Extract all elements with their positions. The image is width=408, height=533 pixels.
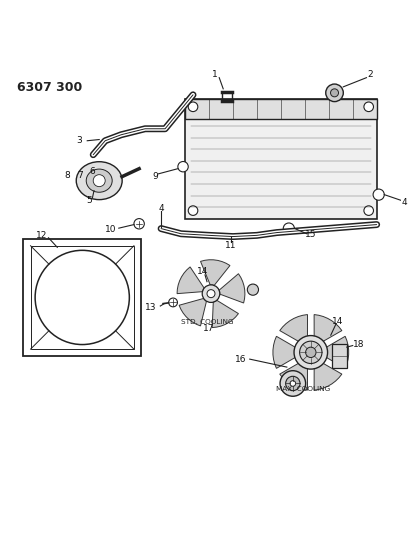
Text: 14: 14 — [197, 267, 209, 276]
Circle shape — [283, 223, 295, 234]
Circle shape — [290, 381, 296, 386]
Circle shape — [364, 206, 373, 215]
Text: 18: 18 — [353, 340, 364, 349]
Text: MAX. COOLING: MAX. COOLING — [276, 386, 330, 392]
Circle shape — [202, 285, 220, 302]
Text: 7: 7 — [77, 171, 82, 180]
Text: 6307 300: 6307 300 — [18, 81, 82, 94]
Circle shape — [330, 89, 339, 97]
Polygon shape — [280, 361, 308, 390]
Polygon shape — [314, 361, 342, 390]
Circle shape — [169, 298, 177, 307]
Circle shape — [178, 161, 188, 172]
Text: 1: 1 — [212, 70, 218, 79]
Text: 10: 10 — [105, 225, 117, 234]
Circle shape — [299, 341, 322, 364]
Text: 17: 17 — [203, 324, 215, 333]
Polygon shape — [177, 267, 204, 294]
Text: 14: 14 — [332, 317, 343, 326]
Circle shape — [286, 376, 300, 391]
Text: STD. COOLING: STD. COOLING — [181, 319, 233, 325]
Text: 2: 2 — [368, 70, 373, 79]
Text: 16: 16 — [235, 354, 247, 364]
Polygon shape — [179, 298, 206, 326]
Polygon shape — [212, 300, 238, 328]
Bar — [23, 239, 141, 357]
Text: 3: 3 — [76, 136, 82, 145]
Text: 9: 9 — [152, 172, 158, 181]
Circle shape — [326, 84, 343, 102]
Circle shape — [280, 371, 306, 396]
Text: 8: 8 — [64, 171, 70, 180]
Polygon shape — [200, 260, 230, 286]
Text: 15: 15 — [305, 230, 317, 239]
Text: 12: 12 — [35, 231, 47, 240]
Text: 11: 11 — [225, 241, 237, 250]
Circle shape — [188, 102, 198, 111]
Text: 6: 6 — [89, 167, 95, 176]
Ellipse shape — [86, 169, 112, 192]
Polygon shape — [322, 336, 349, 368]
Bar — [185, 99, 377, 219]
Polygon shape — [219, 274, 245, 303]
Text: 4: 4 — [402, 198, 408, 207]
Text: 5: 5 — [86, 196, 92, 205]
Circle shape — [373, 189, 384, 200]
Circle shape — [188, 206, 198, 215]
Polygon shape — [280, 314, 308, 344]
Circle shape — [207, 289, 215, 297]
Circle shape — [306, 347, 316, 358]
Circle shape — [294, 336, 328, 369]
Circle shape — [247, 284, 259, 295]
Bar — [333, 344, 347, 368]
Bar — [185, 99, 377, 119]
Circle shape — [364, 102, 373, 111]
Polygon shape — [314, 314, 342, 344]
Text: 13: 13 — [145, 303, 157, 312]
Text: 4: 4 — [158, 204, 164, 213]
Circle shape — [93, 175, 105, 187]
Polygon shape — [273, 336, 300, 368]
Ellipse shape — [76, 161, 122, 200]
Bar — [31, 246, 134, 349]
Circle shape — [134, 219, 144, 229]
